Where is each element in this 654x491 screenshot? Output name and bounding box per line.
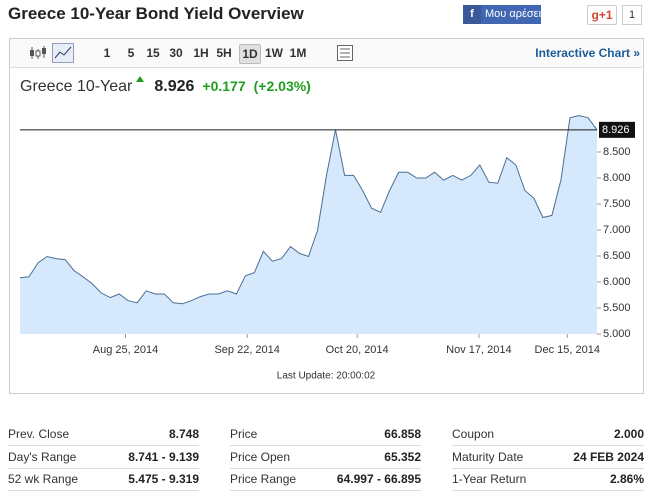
area: [20, 115, 597, 334]
stat-row: Price Open 65.352: [230, 446, 421, 469]
interval-button[interactable]: 5: [127, 46, 135, 60]
chart: investing.com5.0005.5006.0006.5007.0007.…: [19, 115, 635, 382]
stat-value: 24 FEB 2024: [573, 449, 644, 464]
gplus-count: 1: [622, 5, 642, 25]
interval-button[interactable]: 1: [103, 46, 111, 60]
stat-value: 8.741 - 9.139: [128, 449, 199, 464]
stat-row: Price Range 64.997 - 66.895: [230, 468, 421, 491]
stat-value: 65.352: [384, 449, 421, 464]
last-price-box: [599, 121, 635, 138]
stat-value: 66.858: [384, 427, 421, 441]
interval-button[interactable]: 1W: [265, 46, 283, 60]
gplus-button[interactable]: g+1: [587, 5, 617, 25]
price: 8.926: [154, 78, 195, 95]
interval-button[interactable]: 1H: [193, 46, 209, 60]
last-price-label: 8.926: [602, 124, 630, 136]
interval-button[interactable]: 30: [169, 46, 183, 60]
facebook-label: Μου αρέσει: [485, 8, 541, 20]
stat-label: Maturity Date: [452, 449, 524, 464]
stat-value: 2.000: [613, 427, 644, 441]
y-tick-label: 7.500: [603, 198, 631, 210]
change: +0.177: [202, 78, 246, 94]
x-tick-label: Sep 22, 2014: [214, 344, 279, 356]
x-tick-label: Dec 15, 2014: [535, 344, 600, 356]
stat-row: 52 wk Range 5.475 - 9.319: [8, 468, 199, 491]
stat-row: Prev. Close 8.748: [8, 423, 199, 446]
stat-label: Coupon: [452, 427, 495, 441]
stat-row: Coupon 2.000: [452, 423, 644, 446]
stat-row: Maturity Date 24 FEB 2024: [452, 446, 644, 469]
line: [19, 115, 598, 305]
stat-value: 8.748: [168, 427, 199, 441]
stat-row: Price 66.858: [230, 423, 421, 446]
instrument-name: Greece 10-Year: [20, 78, 133, 95]
page-title: Greece 10-Year Bond Yield Overview: [8, 4, 304, 23]
y-tick-label: 8.500: [603, 146, 631, 158]
y-tick-label: 5.500: [603, 302, 631, 314]
candle-icon[interactable]: [28, 45, 48, 61]
x-tick-label: Aug 25, 2014: [93, 344, 158, 356]
stat-row: Day's Range 8.741 - 9.139: [8, 446, 199, 469]
stat-value: 2.86%: [609, 472, 644, 486]
x-tick-label: Nov 17, 2014: [446, 344, 511, 356]
line-icon[interactable]: [52, 43, 74, 63]
y-tick-label: 7.000: [603, 224, 631, 236]
interval-button[interactable]: 1M: [289, 46, 307, 60]
facebook-like[interactable]: f Μου αρέσει: [463, 5, 541, 24]
stat-label: Price Range: [230, 472, 297, 486]
stat-label: Price Open: [230, 449, 291, 464]
stat-label: Price: [230, 427, 258, 441]
last-update: Last Update: 20:00:02: [277, 371, 376, 382]
y-tick-label: 5.000: [603, 328, 631, 340]
stat-row: 1-Year Return 2.86%: [452, 468, 644, 491]
widget-frame: [9, 38, 644, 394]
stat-label: Day's Range: [8, 449, 77, 464]
up-arrow: [136, 76, 145, 82]
toolbar: 1 5 15 30 1H 5H 1D 1W 1M: [10, 39, 642, 68]
y-tick-label: 6.000: [603, 276, 631, 288]
interval-button[interactable]: 5H: [216, 46, 232, 60]
stat-value: 64.997 - 66.895: [336, 472, 421, 486]
change-pct: (+2.03%): [253, 78, 311, 94]
y-tick-label: 8.000: [603, 172, 631, 184]
interval-button[interactable]: 15: [146, 46, 160, 60]
interval-button[interactable]: 1D: [239, 44, 261, 64]
y-tick-label: 6.500: [603, 250, 631, 262]
stat-value: 5.475 - 9.319: [128, 472, 199, 486]
stat-label: Prev. Close: [8, 427, 70, 441]
interactive-chart-link[interactable]: Interactive Chart »: [535, 46, 640, 60]
quote: Greece 10-Year 8.926 +0.177 (+2.03%): [20, 76, 311, 96]
stat-label: 1-Year Return: [452, 472, 527, 486]
x-tick-label: Oct 20, 2014: [326, 344, 389, 356]
settings-icon[interactable]: [336, 44, 354, 62]
stat-label: 52 wk Range: [8, 472, 79, 486]
